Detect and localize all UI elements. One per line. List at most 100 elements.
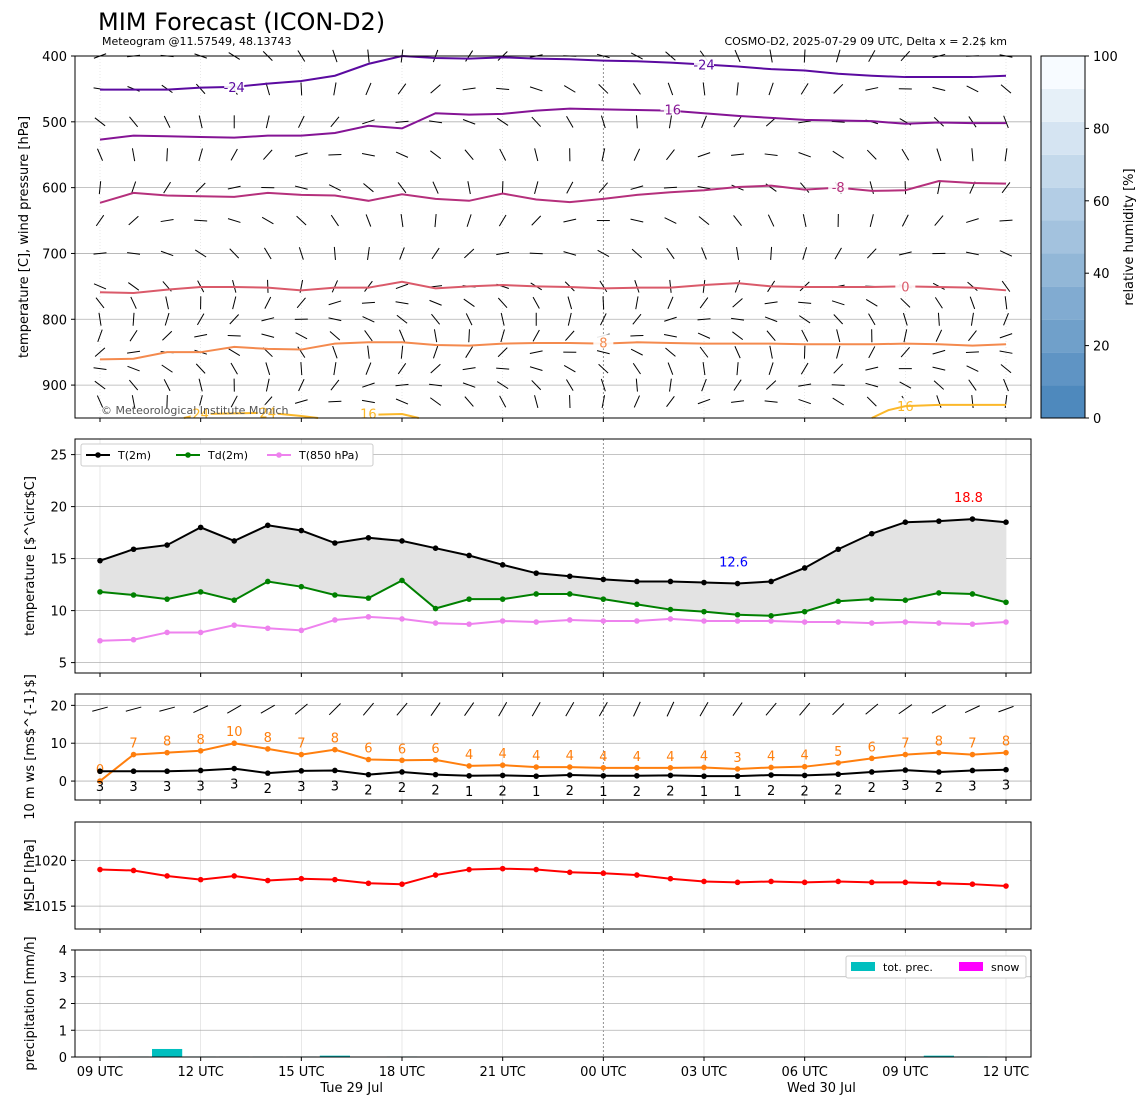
wind-barb — [93, 367, 107, 371]
wind-barb — [666, 247, 675, 260]
temperature-point — [499, 618, 506, 624]
colorbar-tick-label: 20 — [1093, 340, 1110, 355]
wind-barb — [802, 247, 808, 260]
wind-barb — [96, 148, 104, 161]
temperature-point — [231, 538, 238, 544]
wind-barb — [833, 363, 844, 374]
wind-point — [533, 764, 540, 770]
wind-barb — [631, 248, 643, 259]
x-tick-label: 21 UTC — [479, 1065, 525, 1080]
wind-barb — [534, 181, 539, 195]
mslp-point — [164, 873, 170, 879]
wind-barb — [362, 702, 374, 716]
wind-barb — [466, 214, 472, 227]
wind-point — [466, 763, 472, 769]
mslp-point — [1003, 883, 1009, 889]
wind-barb — [462, 367, 476, 371]
wind-barb — [865, 382, 879, 388]
temperature-series-line — [99, 615, 1007, 642]
temperature-point — [399, 616, 405, 622]
wind-barb — [529, 350, 543, 355]
wind-barb — [731, 153, 745, 156]
wind-barb — [966, 218, 979, 223]
wind-point — [466, 772, 472, 779]
wind-barb — [395, 301, 409, 305]
wind-barb — [798, 398, 811, 405]
wind-barb — [129, 116, 139, 128]
isotherm-label-bg — [224, 78, 245, 93]
x-tick-label: 09 UTC — [77, 1065, 123, 1080]
wind-barb — [300, 362, 303, 376]
precip-bar — [923, 1055, 954, 1057]
wind-panel-frame — [74, 693, 1032, 801]
wind-point — [332, 746, 338, 753]
wind-barb — [230, 148, 238, 161]
wind-barb — [395, 383, 409, 387]
wind-barb — [967, 281, 978, 292]
wind-value-label: 4 — [666, 750, 674, 765]
temperature-point — [164, 596, 170, 602]
wind-barb — [937, 181, 941, 195]
mslp-point — [298, 875, 305, 882]
wind-barb — [734, 346, 741, 359]
wind-barb — [868, 313, 876, 326]
wind-value-label: 10 — [226, 725, 243, 740]
wind-barb — [596, 350, 610, 355]
wind-barb — [968, 116, 977, 128]
wind-barb — [663, 333, 677, 338]
wind-point — [566, 764, 573, 770]
temperature-point — [936, 518, 942, 524]
wind-barb — [969, 296, 976, 310]
wind-barb — [163, 181, 171, 194]
wind-point — [701, 773, 707, 779]
wind-point — [902, 751, 909, 758]
wind-barb — [567, 312, 572, 326]
precip-bar — [152, 1048, 183, 1057]
profile-y-axis-label: temperature [C], wind pressure [hPa] — [17, 116, 32, 358]
wind-barb — [298, 378, 305, 392]
wind-barb — [1001, 280, 1011, 292]
wind-barb — [800, 182, 810, 193]
wind-barb — [697, 152, 711, 158]
temperature-point — [298, 627, 305, 634]
wind-value-label: 4 — [633, 750, 641, 765]
wind-value-label: 7 — [129, 737, 137, 752]
wind-barb — [397, 363, 407, 375]
colorbar-tick-label: 60 — [1093, 195, 1110, 210]
mslp-point — [466, 866, 472, 873]
wind-barb — [95, 297, 105, 309]
wind-value-label: 8 — [1002, 735, 1010, 750]
temperature-legend: T(2m) Td(2m) T(850 hPa) — [80, 443, 374, 467]
wind-barb — [529, 86, 543, 92]
temperature-point — [801, 619, 808, 625]
wind-barb — [362, 316, 375, 323]
wind-barb — [464, 149, 474, 161]
wind-point — [432, 771, 439, 778]
wind-barb — [328, 400, 342, 403]
wind-barb — [665, 347, 676, 357]
wind-barb — [464, 396, 474, 407]
wind-barb — [264, 296, 272, 309]
y-tick-label: 400 — [42, 50, 67, 65]
wind-value-label: 2 — [431, 784, 439, 799]
wind-barb — [697, 318, 711, 321]
wind-barb — [265, 362, 271, 375]
temperature-point — [1003, 519, 1009, 525]
wind-barb — [667, 296, 674, 309]
wind-barb — [798, 315, 811, 324]
wind-barb — [465, 313, 473, 326]
wind-barb — [598, 363, 609, 374]
wind-barb — [260, 704, 275, 714]
temperature-point — [701, 608, 707, 615]
wind-value-label: 8 — [264, 731, 272, 746]
mslp-point — [533, 866, 540, 873]
wind-barb — [160, 250, 174, 257]
wind-barb — [798, 383, 812, 387]
temperature-point — [332, 617, 338, 623]
wind-point — [734, 766, 741, 772]
temperature-point — [902, 619, 909, 625]
wind-barb — [531, 215, 542, 226]
wind-barb — [129, 330, 138, 342]
colorbar-swatch — [1041, 352, 1085, 386]
